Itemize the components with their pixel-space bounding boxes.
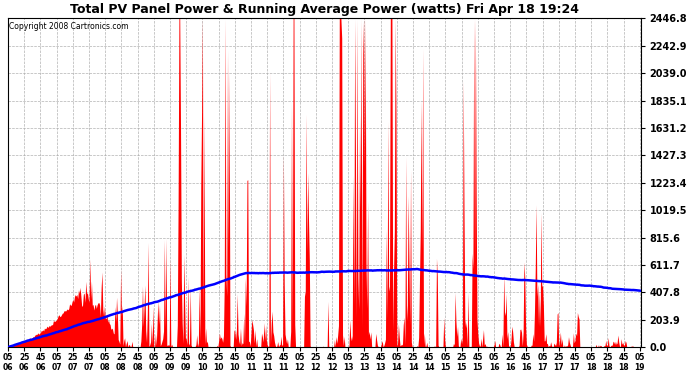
Title: Total PV Panel Power & Running Average Power (watts) Fri Apr 18 19:24: Total PV Panel Power & Running Average P… [70,3,579,16]
Text: Copyright 2008 Cartronics.com: Copyright 2008 Cartronics.com [9,22,128,31]
